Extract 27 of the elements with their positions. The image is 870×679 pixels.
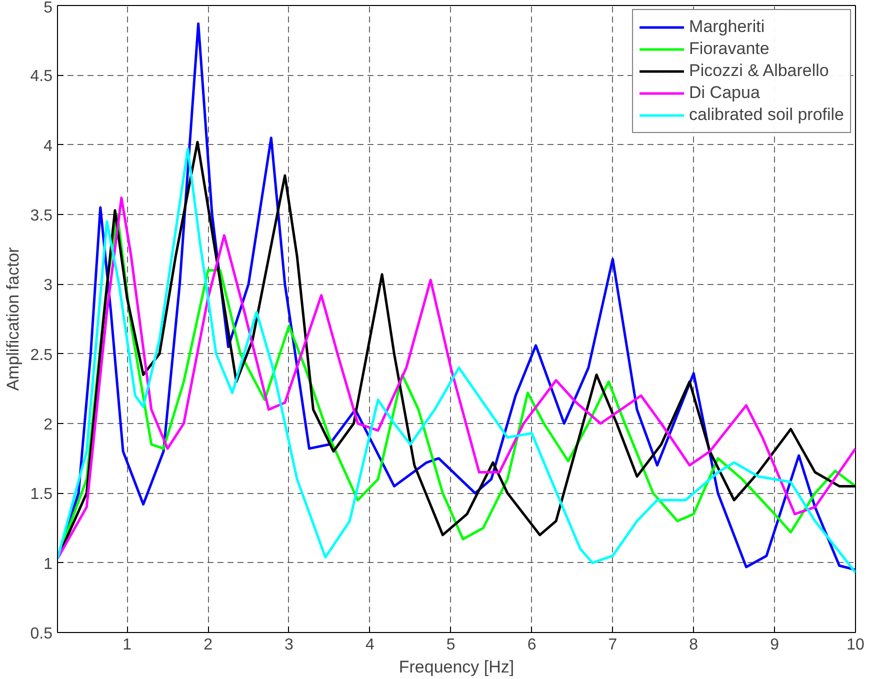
y-tick-label: 2.5 <box>30 346 53 364</box>
x-tick-label: 2 <box>204 636 213 654</box>
y-tick-label: 3.5 <box>30 208 53 224</box>
legend-label: calibrated soil profile <box>689 104 844 126</box>
y-tick-label: 3 <box>44 277 53 294</box>
x-tick-label: 6 <box>527 636 536 654</box>
legend-label: Fioravante <box>689 38 770 60</box>
x-tick-label: 4 <box>365 636 374 654</box>
y-tick-label: 4.5 <box>30 68 53 86</box>
x-tick-label: 7 <box>608 636 618 654</box>
y-tick-label: 1 <box>44 556 53 573</box>
x-axis-title: Frequency [Hz] <box>398 658 514 676</box>
y-axis-title: Amplification factor <box>3 246 22 391</box>
legend-label: Margheriti <box>689 16 765 38</box>
legend-label: Di Capua <box>689 82 760 104</box>
legend-label: Picozzi & Albarello <box>689 60 829 82</box>
x-tick-label: 9 <box>770 636 780 654</box>
x-tick-label: 8 <box>689 636 698 654</box>
y-tick-label: 5 <box>44 0 53 16</box>
x-tick-label: 3 <box>284 636 294 654</box>
y-tick-label: 0.5 <box>30 626 53 642</box>
x-tick-label: 10 <box>846 636 864 654</box>
y-tick-label: 1.5 <box>30 486 53 504</box>
x-tick-label: 1 <box>122 636 132 654</box>
x-tick-label: 5 <box>446 636 456 654</box>
y-tick-label: 4 <box>44 138 53 155</box>
y-tick-label: 2 <box>44 416 53 434</box>
